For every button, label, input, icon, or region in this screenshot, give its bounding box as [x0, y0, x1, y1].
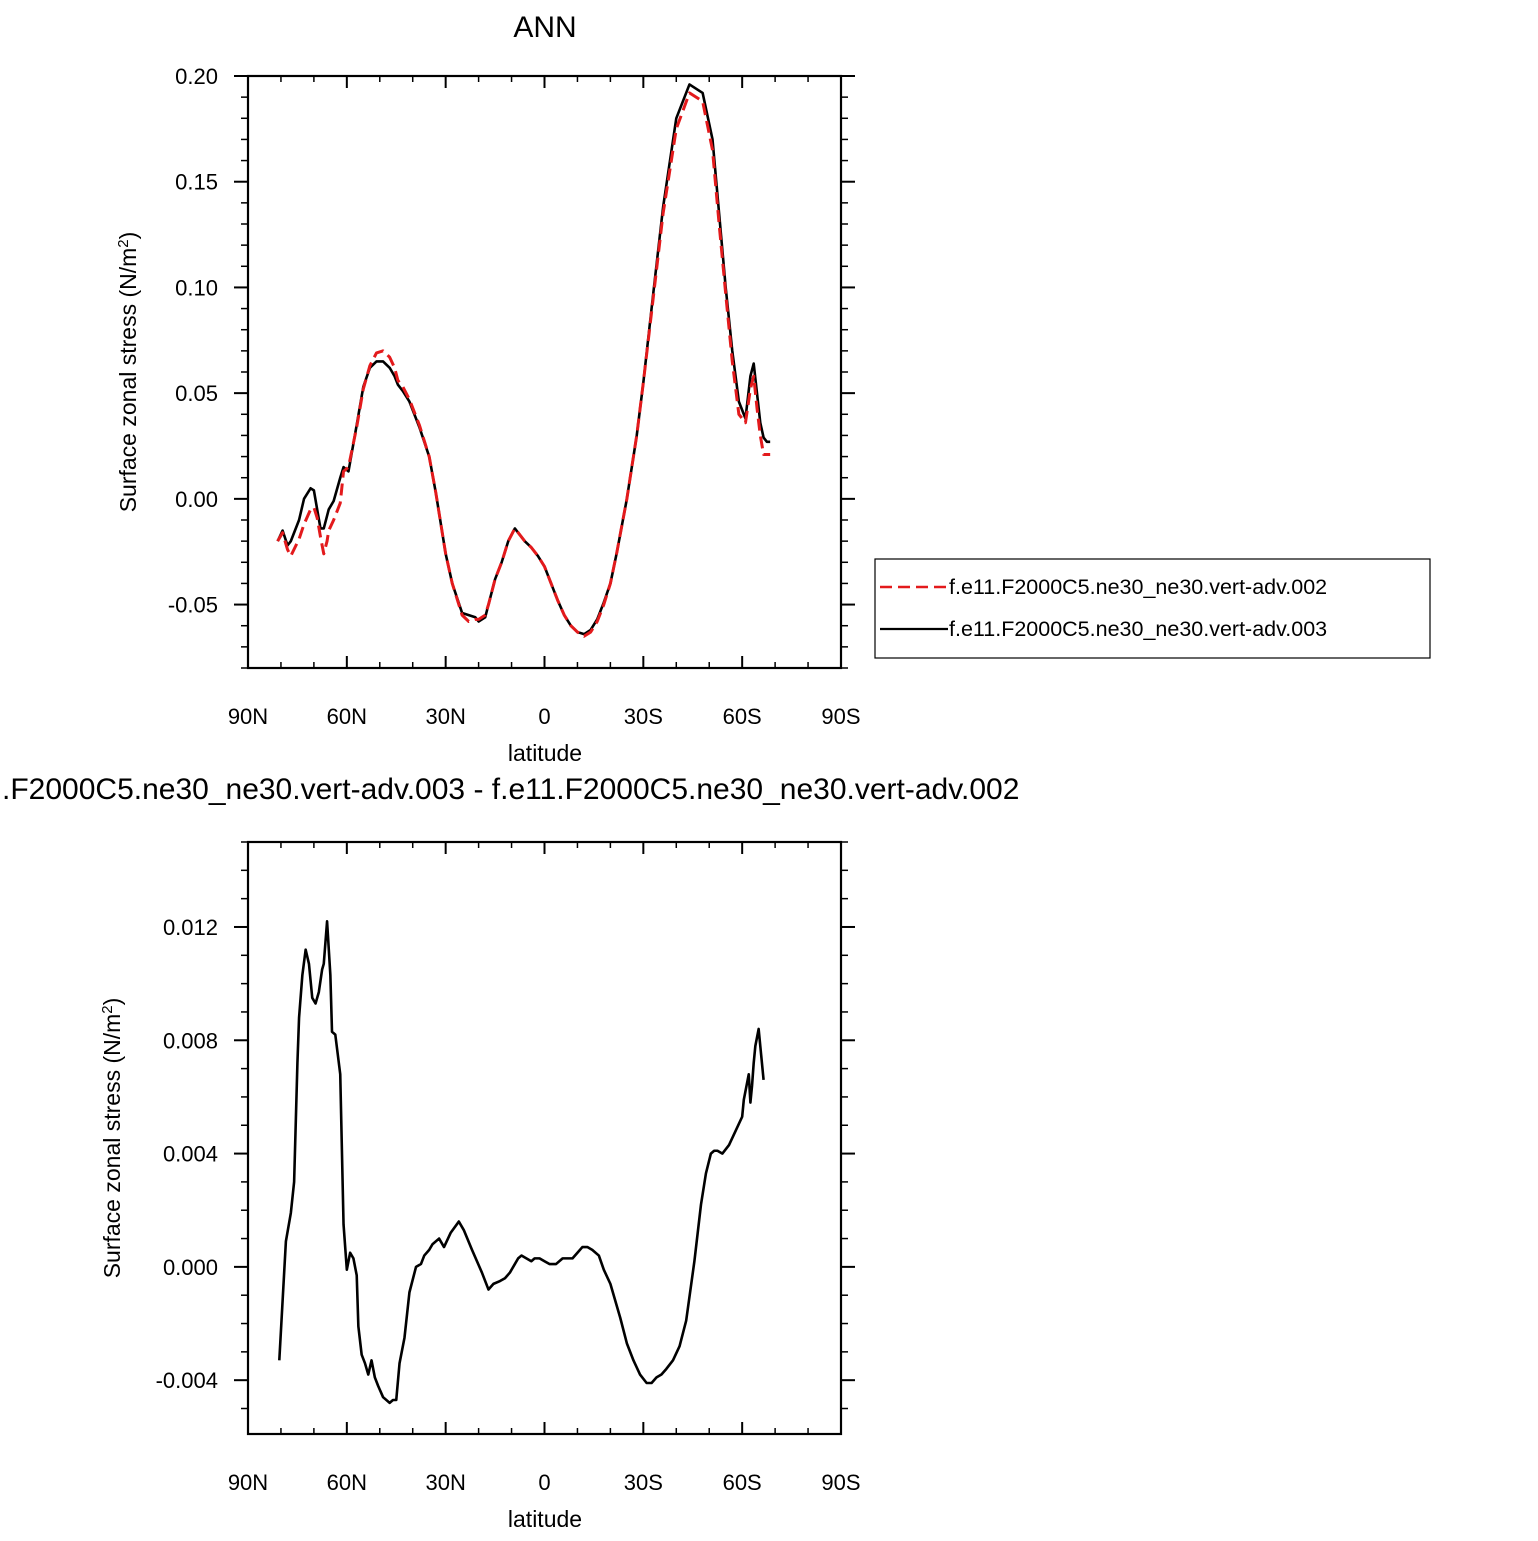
- bottom-plot-area: [278, 920, 765, 1405]
- top-chart-title: ANN: [513, 11, 576, 44]
- top-y-tick-label: 0.15: [175, 170, 218, 195]
- bottom-x-tick-label: 60S: [723, 1470, 762, 1495]
- top-x-tick-label: 60S: [723, 704, 762, 729]
- legend-entry-002: f.e11.F2000C5.ne30_ne30.vert-adv.002: [949, 575, 1327, 599]
- bottom-y-tick-label: 0.008: [163, 1028, 218, 1053]
- bottom-y-axis: -0.004 0.000 0.004 0.008 0.012: [156, 841, 855, 1410]
- top-x-tick-label: 30S: [624, 704, 663, 729]
- top-y-tick-label: 0.10: [175, 275, 218, 300]
- top-y-tick-label: 0.05: [175, 381, 218, 406]
- top-y-axis: -0.05 0.00 0.05 0.10 0.15 0.20: [168, 64, 855, 669]
- bottom-y-tick-label: 0.000: [163, 1255, 218, 1280]
- bottom-x-tick-label: 60N: [327, 1470, 367, 1495]
- top-y-tick-label: -0.05: [168, 593, 218, 618]
- bottom-x-axis: 90N 60N 30N 0 30S 60S 90S: [228, 842, 861, 1495]
- top-x-tick-label: 60N: [327, 704, 367, 729]
- bottom-x-tick-label: 90S: [821, 1470, 860, 1495]
- top-series-line-0: [276, 91, 771, 638]
- top-x-tick-label: 90S: [821, 704, 860, 729]
- top-y-tick-label: 0.00: [175, 487, 218, 512]
- legend: f.e11.F2000C5.ne30_ne30.vert-adv.002 f.e…: [874, 558, 1431, 659]
- top-x-tick-label: 0: [538, 704, 550, 729]
- top-series-line-1: [276, 83, 771, 636]
- bottom-chart-title: .F2000C5.ne30_ne30.vert-adv.003 - f.e11.…: [2, 773, 1019, 806]
- legend-box: [874, 558, 1431, 659]
- bottom-x-tick-label: 0: [538, 1470, 550, 1495]
- top-x-axis-label: latitude: [508, 740, 582, 766]
- bottom-y-tick-label: 0.004: [163, 1142, 218, 1167]
- top-y-tick-label: 0.20: [175, 64, 218, 89]
- bottom-x-tick-label: 30S: [624, 1470, 663, 1495]
- bottom-x-tick-label: 90N: [228, 1470, 268, 1495]
- top-panel: ANN 90N 60N 30N 0 30S 60S 90S -0.05 0.00 0.05 0.1…: [115, 11, 861, 766]
- bottom-series-line-0: [278, 920, 765, 1405]
- top-y-axis-label: Surface zonal stress (N/m2): [115, 232, 142, 513]
- bottom-x-tick-label: 30N: [425, 1470, 465, 1495]
- legend-entry-003: f.e11.F2000C5.ne30_ne30.vert-adv.003: [949, 617, 1327, 641]
- top-x-tick-label: 30N: [425, 704, 465, 729]
- top-x-tick-label: 90N: [228, 704, 268, 729]
- top-x-axis: 90N 60N 30N 0 30S 60S 90S: [228, 76, 861, 729]
- bottom-panel: .F2000C5.ne30_ne30.vert-adv.003 - f.e11.…: [2, 773, 1019, 1532]
- top-plot-area: [276, 83, 771, 638]
- bottom-plot-frame: [246, 840, 843, 1436]
- bottom-y-tick-label: -0.004: [156, 1368, 218, 1393]
- bottom-y-axis-label: Surface zonal stress (N/m2): [99, 998, 126, 1279]
- bottom-x-axis-label: latitude: [508, 1506, 582, 1532]
- bottom-y-tick-label: 0.012: [163, 915, 218, 940]
